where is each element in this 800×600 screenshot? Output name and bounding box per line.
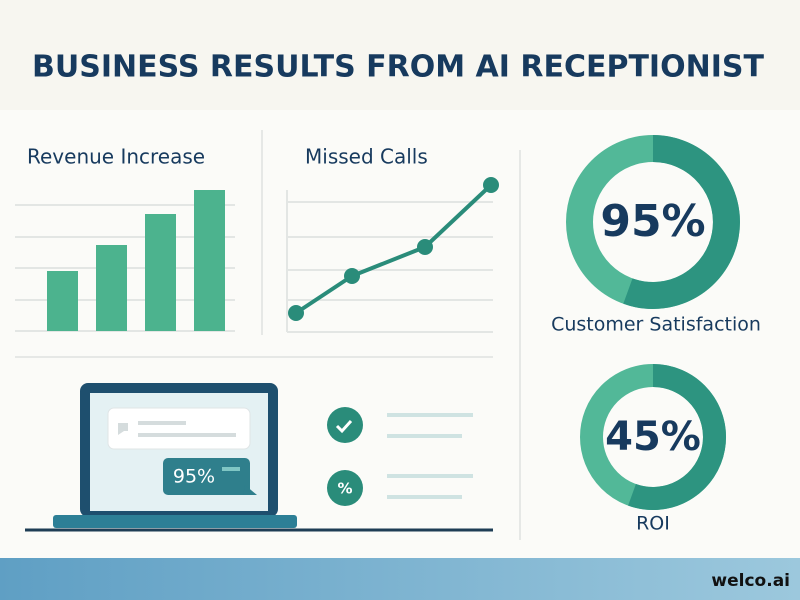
header-band <box>0 0 800 110</box>
laptop <box>25 383 493 532</box>
metric-label: ROI <box>636 513 670 535</box>
metric-label: Customer Satisfaction <box>551 314 761 336</box>
bar-chart <box>15 190 235 332</box>
shape <box>327 407 363 443</box>
metric-value: 95% <box>600 196 705 247</box>
shape <box>96 245 127 331</box>
shape <box>53 515 297 528</box>
bubble-text: 95% <box>173 466 215 488</box>
checklist <box>327 407 473 506</box>
shape <box>294 183 493 315</box>
footer-band <box>0 558 800 600</box>
shape <box>417 239 433 255</box>
shape <box>145 214 176 331</box>
shape <box>623 135 740 309</box>
shape <box>344 268 360 284</box>
line-chart <box>286 177 499 333</box>
shape <box>243 485 257 495</box>
panel-title: Revenue Increase <box>27 145 205 169</box>
donut <box>580 364 726 510</box>
shape <box>107 407 251 450</box>
title: BUSINESS RESULTS FROM AI RECEPTIONIST <box>32 50 764 85</box>
panel-title: Missed Calls <box>305 145 428 169</box>
shape <box>194 190 225 331</box>
logo: welco.ai <box>711 571 790 591</box>
shape <box>483 177 499 193</box>
metric-value: 45% <box>605 414 701 460</box>
shape <box>335 419 353 434</box>
donut <box>566 135 740 309</box>
icon-text: % <box>337 480 352 498</box>
shape <box>47 271 78 331</box>
shape <box>288 305 304 321</box>
shape <box>628 364 726 510</box>
shape <box>118 423 128 435</box>
shape <box>327 470 363 506</box>
